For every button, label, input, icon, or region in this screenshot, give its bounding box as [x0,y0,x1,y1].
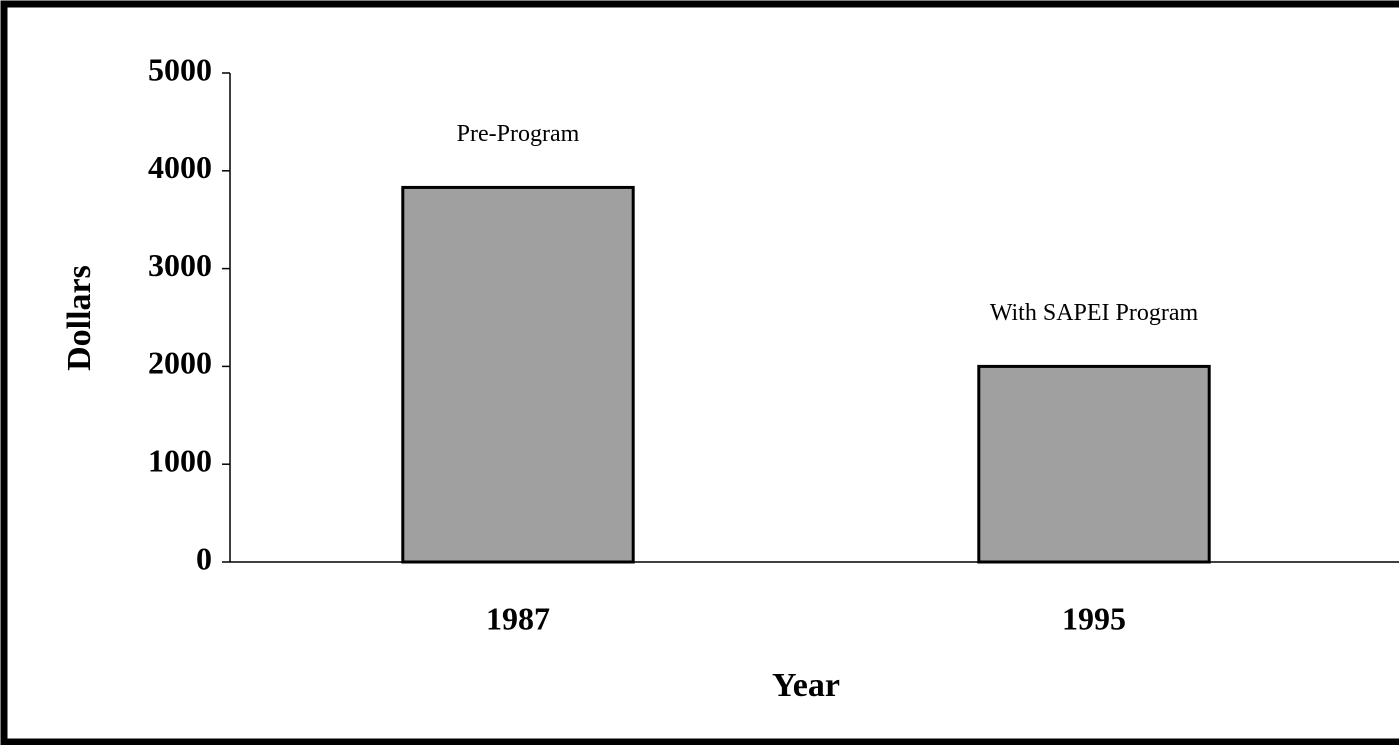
bar [401,185,635,564]
x-tick-label: 1987 [486,600,550,636]
y-tick-label: 5000 [148,51,212,87]
y-axis-title: Dollars [61,265,98,371]
x-axis-title: Year [772,667,840,704]
annotation: With SAPEI Program [990,300,1199,326]
y-tick-label: 1000 [148,443,212,479]
bar [977,364,1211,564]
y-tick-label: 2000 [148,345,212,381]
annotation: Pre-Program [457,121,580,147]
y-tick-label: 0 [196,540,212,576]
y-tick-label: 4000 [148,149,212,185]
y-tick-label: 3000 [148,247,212,283]
x-tick-label: 1995 [1062,600,1126,636]
